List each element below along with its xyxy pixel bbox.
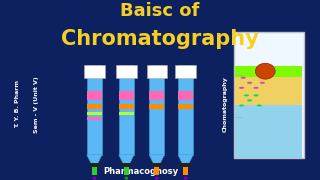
Text: Pharmacognosy: Pharmacognosy	[103, 167, 178, 176]
Bar	[84, 65, 105, 78]
Bar	[178, 65, 193, 155]
Ellipse shape	[260, 82, 265, 84]
Bar	[87, 104, 102, 109]
Bar	[116, 65, 137, 78]
Bar	[121, 163, 132, 166]
Bar	[119, 112, 134, 116]
Text: T. Y. B. Pharm: T. Y. B. Pharm	[15, 80, 20, 128]
Polygon shape	[149, 155, 164, 166]
Bar	[180, 163, 191, 166]
Bar	[151, 163, 162, 166]
Bar	[124, 166, 129, 175]
Bar	[119, 104, 134, 109]
Bar	[89, 163, 100, 166]
Ellipse shape	[92, 177, 96, 180]
Bar	[235, 77, 302, 105]
Bar	[119, 91, 134, 100]
Bar	[235, 105, 302, 158]
Bar	[147, 65, 167, 78]
Ellipse shape	[184, 177, 188, 180]
Ellipse shape	[253, 94, 259, 96]
Text: Sem - V (Unit V): Sem - V (Unit V)	[34, 76, 39, 133]
Bar	[183, 166, 188, 175]
Bar	[235, 66, 302, 77]
Ellipse shape	[247, 82, 252, 84]
Polygon shape	[119, 155, 134, 166]
Ellipse shape	[253, 87, 259, 89]
Ellipse shape	[155, 177, 159, 180]
Bar	[155, 166, 159, 175]
Text: Chromatography: Chromatography	[61, 29, 259, 49]
Text: Chomatography: Chomatography	[223, 76, 228, 132]
Bar	[87, 91, 102, 100]
Polygon shape	[87, 155, 102, 166]
Bar	[178, 104, 193, 109]
Bar	[178, 91, 193, 100]
Bar	[149, 65, 164, 155]
Bar	[92, 166, 97, 175]
Bar	[87, 112, 102, 116]
Ellipse shape	[239, 87, 244, 89]
Ellipse shape	[241, 77, 246, 79]
Ellipse shape	[255, 63, 275, 79]
Ellipse shape	[244, 94, 249, 96]
Ellipse shape	[247, 99, 252, 102]
Ellipse shape	[239, 104, 244, 107]
Text: Baisc of: Baisc of	[120, 2, 200, 20]
Bar	[87, 65, 102, 155]
Bar	[175, 65, 196, 78]
Ellipse shape	[257, 104, 262, 107]
Bar	[149, 104, 164, 109]
Bar	[119, 65, 134, 155]
Ellipse shape	[124, 177, 128, 180]
Bar	[87, 117, 102, 120]
Bar	[149, 91, 164, 100]
Bar	[234, 32, 304, 158]
Polygon shape	[178, 155, 193, 166]
